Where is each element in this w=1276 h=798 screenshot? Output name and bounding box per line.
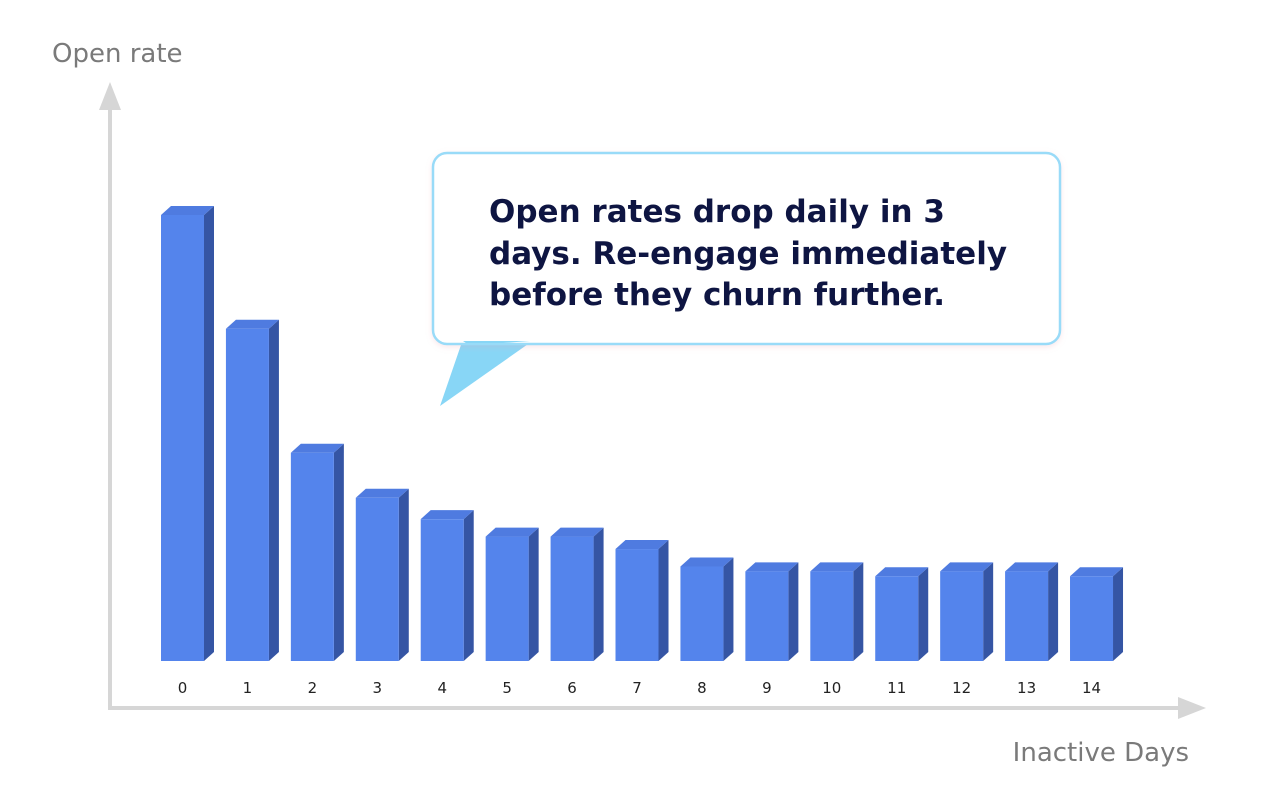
bar-top	[615, 540, 669, 550]
bar-9	[745, 562, 799, 661]
bar-top	[810, 562, 864, 572]
x-tick-label: 0	[178, 679, 188, 697]
callout-line-3: before they churn further.	[489, 277, 945, 313]
bar-8	[680, 557, 734, 661]
bar-top	[161, 206, 214, 215]
bar-front	[810, 571, 854, 661]
bar-2	[290, 443, 344, 661]
bar-front	[875, 576, 919, 661]
callout-text: Open rates drop daily in 3 days. Re-enga…	[489, 194, 1018, 313]
bar-12	[940, 562, 994, 661]
bar-front	[550, 536, 594, 661]
x-tick-label: 10	[822, 679, 841, 697]
x-tick-label: 12	[952, 679, 971, 697]
x-axis-arrow	[1178, 697, 1206, 719]
callout: Open rates drop daily in 3 days. Re-enga…	[431, 151, 1062, 406]
bar-side	[918, 567, 929, 661]
callout-pointer	[440, 342, 531, 406]
bar-3	[355, 488, 409, 661]
bar-side	[1113, 567, 1124, 661]
bar-14	[1070, 567, 1124, 661]
bar-front	[680, 566, 724, 661]
bar-top	[875, 567, 929, 577]
bar-11	[875, 567, 929, 661]
bar-side	[204, 206, 214, 661]
x-tick-label: 2	[308, 679, 318, 697]
bar-side	[788, 562, 799, 661]
bar-top	[680, 557, 734, 567]
bar-side	[1048, 562, 1059, 661]
y-axis-title: Open rate	[52, 39, 183, 69]
x-tick-label: 9	[762, 679, 772, 697]
bar-side	[723, 557, 734, 661]
bar-side	[398, 488, 409, 661]
x-tick-label: 7	[632, 679, 642, 697]
callout-pointer-join	[463, 341, 530, 343]
bar-top	[420, 510, 474, 520]
bar-side	[333, 443, 344, 661]
x-tick-label: 14	[1082, 679, 1101, 697]
x-tick-labels: 0 1 2 3 4 5 6 7 8 9 10 11 12 13 14	[178, 679, 1101, 697]
bar-front	[615, 549, 659, 661]
x-tick-label: 13	[1017, 679, 1036, 697]
bar-front	[225, 328, 269, 661]
bar-10	[810, 562, 864, 661]
x-tick-label: 1	[243, 679, 253, 697]
bar-front	[745, 571, 789, 661]
axes	[99, 82, 1206, 719]
bar-side	[983, 562, 994, 661]
bar-front	[1070, 576, 1114, 661]
bar-side	[528, 527, 539, 661]
bar-top	[225, 319, 279, 329]
y-axis-arrow	[99, 82, 121, 110]
bar-top	[745, 562, 799, 572]
bar-front	[485, 536, 529, 661]
callout-line-2: days. Re-engage immediately	[489, 236, 1007, 272]
bar-side	[853, 562, 864, 661]
bar-top	[1070, 567, 1124, 577]
bar-top	[355, 488, 409, 498]
x-axis-title: Inactive Days	[1013, 738, 1189, 768]
x-tick-label: 8	[697, 679, 707, 697]
bar-top	[940, 562, 994, 572]
bar-side	[593, 527, 604, 661]
bar-front	[355, 497, 399, 661]
bar-0	[161, 206, 214, 661]
x-tick-label: 3	[373, 679, 383, 697]
bar-top	[1005, 562, 1059, 572]
bar-7	[615, 540, 669, 661]
bar-top	[485, 527, 539, 537]
bar-side	[463, 510, 474, 661]
callout-line-1: Open rates drop daily in 3	[489, 194, 945, 230]
bar-13	[1005, 562, 1059, 661]
bar-6	[550, 527, 604, 661]
bar-front	[290, 452, 334, 661]
bar-front	[1005, 571, 1049, 661]
bar-front	[420, 519, 464, 661]
bar-side	[268, 319, 279, 661]
x-tick-label: 6	[567, 679, 577, 697]
callout-box	[431, 151, 1062, 346]
bar-top	[550, 527, 604, 537]
bar-front	[161, 215, 204, 661]
x-tick-label: 11	[887, 679, 906, 697]
bar-top	[290, 443, 344, 453]
bar-side	[658, 540, 669, 661]
bar-1	[225, 319, 279, 661]
bar-front	[940, 571, 984, 661]
bar-5	[485, 527, 539, 661]
bars	[161, 206, 1124, 661]
x-tick-label: 5	[502, 679, 512, 697]
bar-4	[420, 510, 474, 661]
x-tick-label: 4	[437, 679, 447, 697]
